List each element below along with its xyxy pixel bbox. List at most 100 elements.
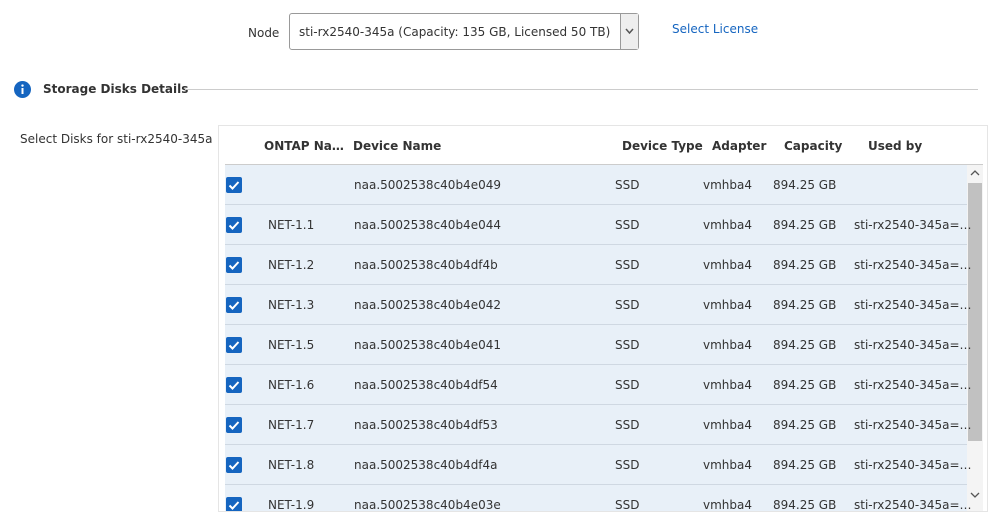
column-header[interactable]: Device Name bbox=[353, 139, 442, 153]
table-row[interactable]: NET-1.7 naa.5002538c40b4df53 SSD vmhba4 894.… bbox=[225, 405, 972, 445]
ontap-name: NET-1.8 bbox=[268, 458, 315, 472]
adapter: vmhba4 bbox=[703, 178, 753, 192]
used-by: sti-rx2540-345a=… bbox=[854, 378, 972, 392]
ontap-name: NET-1.3 bbox=[268, 298, 315, 312]
device-name: naa.5002538c40b4df4a bbox=[354, 458, 498, 472]
device-name: naa.5002538c40b4e044 bbox=[354, 218, 501, 232]
device-type: SSD bbox=[615, 258, 640, 272]
column-header[interactable]: Capacity bbox=[784, 139, 843, 153]
device-type: SSD bbox=[615, 418, 640, 432]
checkmark bbox=[228, 221, 240, 230]
adapter: vmhba4 bbox=[703, 298, 753, 312]
checkbox[interactable] bbox=[226, 217, 242, 233]
capacity: 894.25 GB bbox=[773, 178, 837, 192]
capacity: 894.25 GB bbox=[773, 458, 837, 472]
capacity: 894.25 GB bbox=[773, 258, 837, 272]
ontap-name: NET-1.1 bbox=[268, 218, 315, 232]
device-type: SSD bbox=[615, 458, 640, 472]
capacity: 894.25 GB bbox=[773, 338, 837, 352]
adapter: vmhba4 bbox=[703, 498, 753, 512]
checkbox[interactable] bbox=[226, 177, 242, 193]
used-by: sti-rx2540-345a=… bbox=[854, 338, 972, 352]
disk-table: ONTAP Na… Device Name Device Type Adapter Ca… bbox=[218, 125, 988, 512]
adapter: vmhba4 bbox=[703, 418, 753, 432]
node-label: Node bbox=[248, 26, 280, 40]
section-title: Storage Disks Details bbox=[43, 82, 189, 96]
checkbox[interactable] bbox=[226, 377, 242, 393]
column-header[interactable]: Device Type bbox=[622, 139, 703, 153]
table-row[interactable]: NET-1.6 naa.5002538c40b4df54 SSD vmhba4 894.… bbox=[225, 365, 972, 405]
section-divider bbox=[185, 89, 978, 90]
device-name: naa.5002538c40b4df4b bbox=[354, 258, 498, 272]
device-name: naa.5002538c40b4df53 bbox=[354, 418, 498, 432]
scroll-up[interactable] bbox=[967, 167, 983, 179]
used-by: sti-rx2540-345a=… bbox=[854, 298, 972, 312]
checkmark bbox=[228, 461, 240, 470]
table-row[interactable]: NET-1.9 naa.5002538c40b4e03e SSD vmhba4 894.… bbox=[225, 485, 972, 512]
checkmark bbox=[228, 181, 240, 190]
column-header[interactable]: Adapter bbox=[712, 139, 767, 153]
dropdown-button[interactable] bbox=[620, 14, 638, 49]
checkbox[interactable] bbox=[226, 497, 242, 511]
column-header[interactable]: Used by bbox=[868, 139, 923, 153]
node-value: sti-rx2540-345a (Capacity: 135 GB, Licen… bbox=[299, 25, 611, 39]
checkmark bbox=[228, 261, 240, 270]
device-name: naa.5002538c40b4e042 bbox=[354, 298, 501, 312]
device-name: naa.5002538c40b4e03e bbox=[354, 498, 501, 512]
checkbox[interactable] bbox=[226, 417, 242, 433]
checkmark bbox=[228, 421, 240, 430]
info-icon bbox=[14, 81, 31, 98]
capacity: 894.25 GB bbox=[773, 498, 837, 512]
checkbox[interactable] bbox=[226, 457, 242, 473]
node-select[interactable]: sti-rx2540-345a (Capacity: 135 GB, Licen… bbox=[289, 13, 639, 50]
adapter: vmhba4 bbox=[703, 218, 753, 232]
checkmark bbox=[228, 301, 240, 310]
capacity: 894.25 GB bbox=[773, 298, 837, 312]
table-row[interactable]: NET-1.5 naa.5002538c40b4e041 SSD vmhba4 894.… bbox=[225, 325, 972, 365]
used-by: sti-rx2540-345a=… bbox=[854, 218, 972, 232]
adapter: vmhba4 bbox=[703, 458, 753, 472]
capacity: 894.25 GB bbox=[773, 378, 837, 392]
table-row[interactable]: naa.5002538c40b4e049 SSD vmhba4 894.25 GB bbox=[225, 165, 967, 205]
device-type: SSD bbox=[615, 178, 640, 192]
select-disks-label: Select Disks for sti-rx2540-345a bbox=[20, 132, 213, 146]
used-by: sti-rx2540-345a=… bbox=[854, 418, 972, 432]
checkmark bbox=[228, 341, 240, 350]
checkbox[interactable] bbox=[226, 257, 242, 273]
checkbox[interactable] bbox=[226, 337, 242, 353]
table-row[interactable]: NET-1.1 naa.5002538c40b4e044 SSD vmhba4 894.… bbox=[225, 205, 972, 245]
device-type: SSD bbox=[615, 218, 640, 232]
device-name: naa.5002538c40b4df54 bbox=[354, 378, 498, 392]
used-by: sti-rx2540-345a=… bbox=[854, 458, 972, 472]
ontap-name: NET-1.7 bbox=[268, 418, 315, 432]
device-name: naa.5002538c40b4e049 bbox=[354, 178, 501, 192]
ontap-name: NET-1.6 bbox=[268, 378, 315, 392]
scroll-thumb[interactable] bbox=[968, 183, 982, 441]
used-by: sti-rx2540-345a=… bbox=[854, 498, 972, 512]
ontap-name: NET-1.9 bbox=[268, 498, 315, 512]
table-row[interactable]: NET-1.2 naa.5002538c40b4df4b SSD vmhba4 894.… bbox=[225, 245, 972, 285]
ontap-name: NET-1.2 bbox=[268, 258, 315, 272]
select-license-link[interactable]: Select License bbox=[672, 22, 759, 36]
device-type: SSD bbox=[615, 498, 640, 512]
adapter: vmhba4 bbox=[703, 378, 753, 392]
checkbox[interactable] bbox=[226, 297, 242, 313]
table-row[interactable]: NET-1.8 naa.5002538c40b4df4a SSD vmhba4 894.… bbox=[225, 445, 972, 485]
adapter: vmhba4 bbox=[703, 338, 753, 352]
column-header[interactable]: ONTAP Na… bbox=[264, 139, 344, 153]
checkmark bbox=[228, 381, 240, 390]
device-type: SSD bbox=[615, 298, 640, 312]
device-type: SSD bbox=[615, 338, 640, 352]
device-name: naa.5002538c40b4e041 bbox=[354, 338, 501, 352]
header-divider bbox=[225, 164, 983, 165]
capacity: 894.25 GB bbox=[773, 218, 837, 232]
scrollbar[interactable] bbox=[967, 165, 983, 511]
device-type: SSD bbox=[615, 378, 640, 392]
scroll-down[interactable] bbox=[967, 489, 983, 501]
table-row[interactable]: NET-1.3 naa.5002538c40b4e042 SSD vmhba4 894.… bbox=[225, 285, 972, 325]
ontap-name: NET-1.5 bbox=[268, 338, 315, 352]
adapter: vmhba4 bbox=[703, 258, 753, 272]
used-by: sti-rx2540-345a=… bbox=[854, 258, 972, 272]
checkmark bbox=[228, 501, 240, 510]
